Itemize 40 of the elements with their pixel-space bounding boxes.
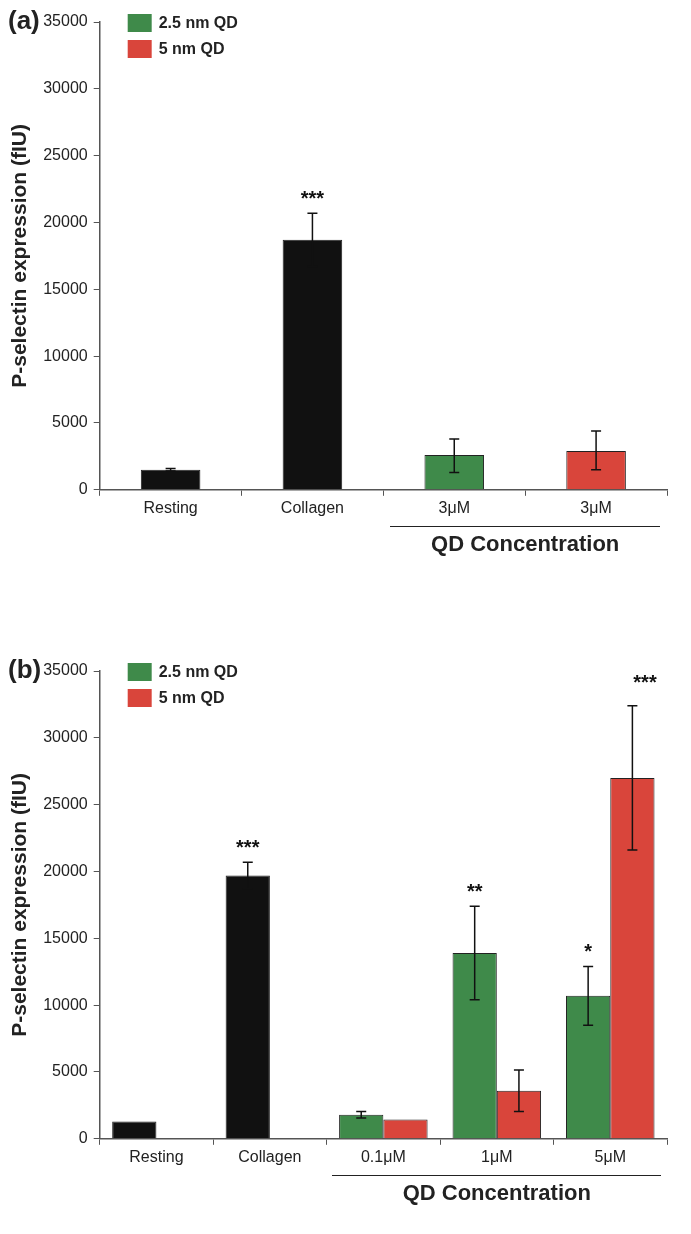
y-tick-label: 0 [78,480,88,498]
x-tick-label: 3μM [580,498,612,516]
x-tick-label: 3μM [438,498,470,516]
legend-label: 5 nm QD [158,40,225,58]
chart-title: (a) [8,5,40,36]
annotation: *** [236,835,260,858]
annotation: *** [300,186,325,209]
annotation: * [584,939,593,962]
y-tick-label: 5000 [52,413,88,431]
y-tick-label: 30000 [43,728,88,746]
x-tick-label: Collagen [280,498,345,516]
y-axis-title: P-selectin expression (fIU) [7,773,31,1037]
legend-label: 2.5 nm QD [158,14,238,32]
y-tick-label: 25000 [43,795,88,813]
y-tick-label: 35000 [43,12,88,30]
y-tick-label: 10000 [43,346,88,364]
x-tick-label: Resting [143,498,198,516]
x-tick-label: Collagen [238,1147,302,1165]
y-axis-title: P-selectin expression (fIU) [7,124,31,388]
y-tick-label: 20000 [43,212,88,230]
y-tick-label: 25000 [43,146,88,164]
annotation: *** [633,670,657,693]
x-tick-label: Resting [129,1147,184,1165]
y-tick-label: 30000 [43,79,88,97]
x-tick-label: 1μM [481,1147,513,1165]
y-tick-label: 10000 [43,995,88,1013]
annotation: ** [466,879,483,902]
x-axis-title: QD Concentration [401,1179,592,1206]
y-tick-label: 35000 [43,661,88,679]
y-tick-label: 20000 [43,861,88,879]
legend-label: 5 nm QD [158,689,225,707]
x-axis-title: QD Concentration [430,530,621,557]
x-tick-label: 5μM [594,1147,626,1165]
chart-title: (b) [8,654,42,685]
y-tick-label: 5000 [52,1062,88,1080]
y-tick-label: 15000 [43,279,88,297]
legend-label: 2.5 nm QD [158,663,238,681]
y-tick-label: 15000 [43,928,88,946]
x-tick-label: 0.1μM [360,1147,406,1165]
y-tick-label: 0 [78,1129,88,1147]
